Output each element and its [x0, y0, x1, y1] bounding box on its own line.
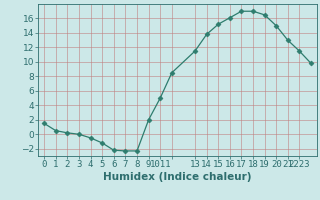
X-axis label: Humidex (Indice chaleur): Humidex (Indice chaleur)	[103, 172, 252, 182]
